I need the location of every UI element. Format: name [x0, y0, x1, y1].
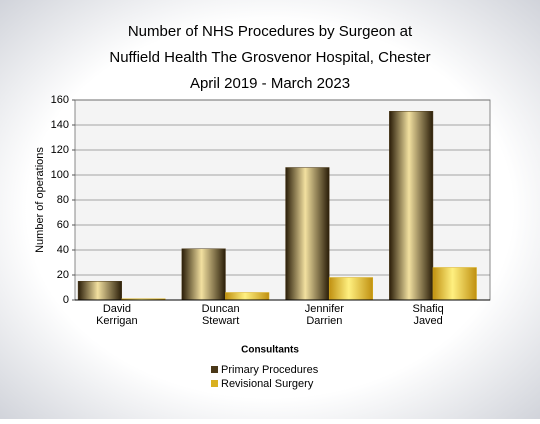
y-tick-label: 100 — [51, 169, 69, 181]
y-tick-label: 20 — [57, 269, 69, 281]
x-tick-label: Shafiq — [413, 303, 444, 315]
legend-label: Revisional Surgery — [221, 378, 314, 390]
x-tick-label: Duncan — [202, 303, 240, 315]
chart-title: Nuffield Health The Grosvenor Hospital, … — [109, 49, 430, 66]
chart-title: April 2019 - March 2023 — [190, 75, 350, 92]
bar — [285, 167, 330, 301]
y-tick-label: 0 — [63, 294, 69, 306]
y-axis-label: Number of operations — [34, 147, 46, 253]
chart-title: Number of NHS Procedures by Surgeon at — [128, 23, 413, 40]
y-tick-label: 80 — [57, 194, 69, 206]
y-tick-label: 140 — [51, 119, 69, 131]
legend-swatch — [211, 380, 218, 387]
bar — [328, 277, 374, 301]
y-tick-label: 120 — [51, 144, 69, 156]
y-tick-label: 160 — [51, 94, 69, 106]
y-tick-label: 40 — [57, 244, 69, 256]
bar — [389, 111, 434, 301]
y-tick-label: 60 — [57, 219, 69, 231]
legend-label: Primary Procedures — [221, 364, 319, 376]
x-tick-label: Jennifer — [305, 303, 344, 315]
x-tick-label: David — [103, 303, 131, 315]
bar — [181, 248, 226, 301]
x-tick-label: Darrien — [306, 315, 342, 327]
x-tick-label: Stewart — [202, 315, 239, 327]
bar — [77, 281, 122, 301]
legend-swatch — [211, 366, 218, 373]
bar — [432, 267, 477, 301]
x-tick-label: Kerrigan — [96, 315, 138, 327]
x-tick-label: Javed — [413, 315, 442, 327]
bar — [225, 292, 270, 301]
x-axis-label: Consultants — [241, 345, 299, 356]
